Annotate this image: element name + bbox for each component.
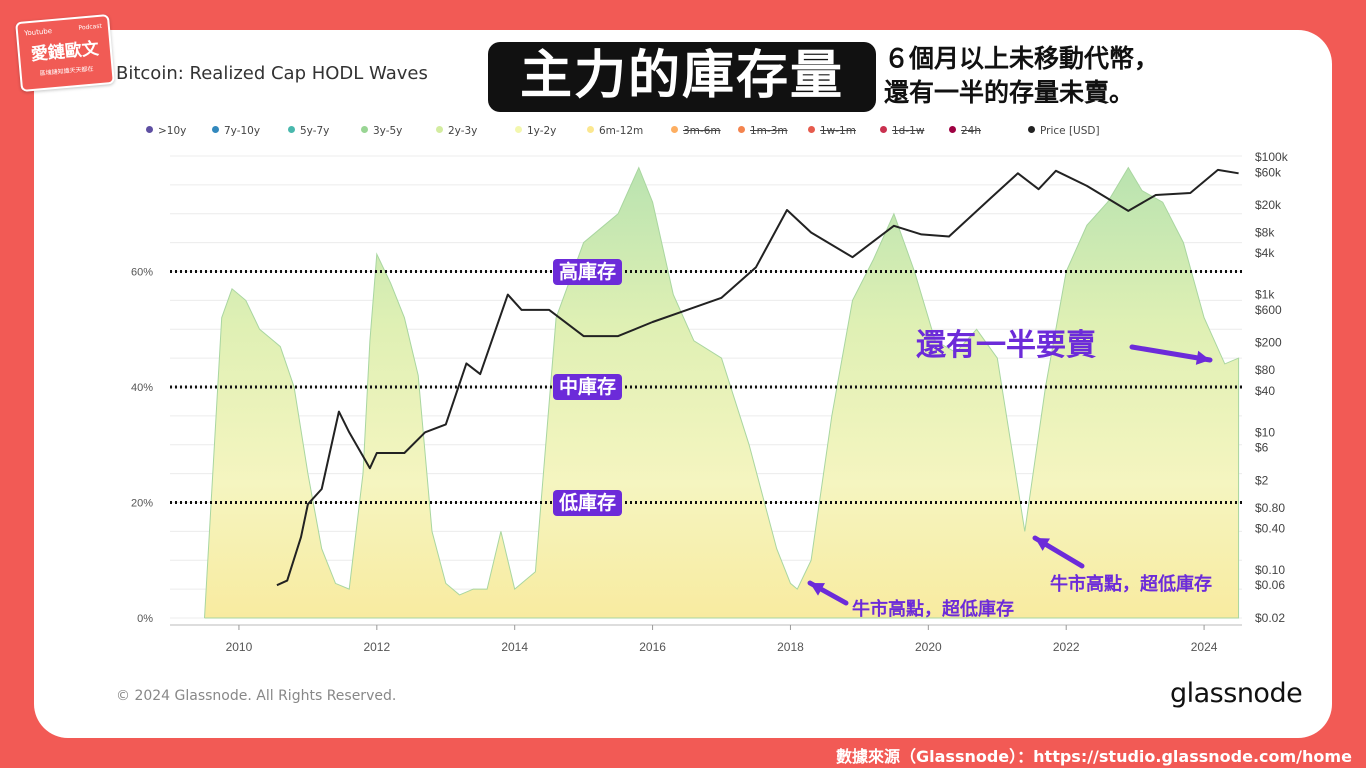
legend-swatch <box>949 126 956 133</box>
annotation-bull-top-2021: 牛市高點，超低庫存 <box>1050 574 1212 595</box>
legend-swatch <box>587 126 594 133</box>
y-left-tick-label: 20% <box>131 498 153 510</box>
legend-swatch <box>146 126 153 133</box>
subtitle-line-1: ６個月以上未移動代幣， <box>884 44 1160 73</box>
legend-swatch <box>1028 126 1035 133</box>
y-right-tick-label: $2 <box>1255 473 1269 487</box>
y-right-tick-label: $0.10 <box>1255 563 1285 577</box>
y-right-tick-label: $200 <box>1255 336 1282 350</box>
x-tick-label: 2010 <box>226 640 253 654</box>
legend-label: 1w-1m <box>820 125 856 137</box>
x-tick-label: 2014 <box>501 640 528 654</box>
legend-label: 3m-6m <box>683 125 721 137</box>
legend-label: 2y-3y <box>448 125 478 137</box>
legend-item[interactable]: 7y-10y <box>212 125 260 137</box>
legend-label: 1d-1w <box>892 125 925 137</box>
legend-swatch <box>515 126 522 133</box>
x-tick-label: 2022 <box>1053 640 1080 654</box>
legend-label: 6m-12m <box>599 125 644 137</box>
y-right-tick-label: $100k <box>1255 150 1289 164</box>
legend-item[interactable]: 1w-1m <box>808 125 856 137</box>
glassnode-logo: glassnode <box>1170 678 1303 709</box>
legend-item[interactable]: 24h <box>949 125 981 137</box>
legend-label: Price [USD] <box>1040 125 1100 137</box>
banner-title: 主力的庫存量 <box>488 42 876 112</box>
y-right-tick-label: $60k <box>1255 165 1282 179</box>
y-right-tick-label: $80 <box>1255 363 1275 377</box>
legend-swatch <box>738 126 745 133</box>
y-right-tick-label: $1k <box>1255 288 1275 302</box>
annotation-half-to-sell: 還有一半要賣 <box>916 328 1096 363</box>
y-right-tick-label: $10 <box>1255 425 1275 439</box>
x-tick-label: 2012 <box>363 640 390 654</box>
copyright: © 2024 Glassnode. All Rights Reserved. <box>116 688 397 704</box>
level-label: 高庫存 <box>553 258 623 285</box>
y-right-tick-label: $0.02 <box>1255 611 1285 625</box>
x-tick-label: 2018 <box>777 640 804 654</box>
x-tick-label: 2020 <box>915 640 942 654</box>
legend-item[interactable]: Price [USD] <box>1028 125 1100 137</box>
y-left-tick-label: 0% <box>137 613 153 625</box>
level-label: 中庫存 <box>553 374 623 400</box>
y-right-tick-label: $0.40 <box>1255 521 1285 535</box>
legend-label: >10y <box>158 125 187 137</box>
annotation-arrow-2021-head <box>1035 538 1050 551</box>
legend-item[interactable]: 1m-3m <box>738 125 788 137</box>
legend-swatch <box>212 126 219 133</box>
legend-swatch <box>880 126 887 133</box>
legend-item[interactable]: 1y-2y <box>515 125 556 137</box>
annotation-arrow-half-head <box>1195 350 1210 365</box>
source-credit: 數據來源（Glassnode）：https://studio.glassnode… <box>836 747 1352 766</box>
legend-label: 3y-5y <box>373 125 403 137</box>
y-right-tick-label: $0.06 <box>1255 578 1285 592</box>
legend-item[interactable]: 3m-6m <box>671 125 721 137</box>
y-right-tick-label: $0.80 <box>1255 501 1285 515</box>
banner-subtitle: ６個月以上未移動代幣， 還有一半的存量未賣。 <box>884 42 1159 110</box>
legend-swatch <box>808 126 815 133</box>
legend-swatch <box>671 126 678 133</box>
legend-swatch <box>436 126 443 133</box>
annotation-arrow-half <box>1129 344 1213 363</box>
legend-item[interactable]: 6m-12m <box>587 125 643 137</box>
y-left-tick-label: 60% <box>131 267 153 279</box>
y-right-tick-label: $4k <box>1255 246 1275 260</box>
subtitle-line-2: 還有一半的存量未賣。 <box>884 78 1135 107</box>
chart-title: Bitcoin: Realized Cap HODL Waves <box>116 63 428 84</box>
legend-item[interactable]: 2y-3y <box>436 125 477 137</box>
y-left-tick-label: 40% <box>131 382 153 394</box>
y-right-tick-label: $40 <box>1255 384 1275 398</box>
legend-label: 7y-10y <box>224 125 261 137</box>
legend-label: 1y-2y <box>527 125 557 137</box>
level-label: 低庫存 <box>553 489 623 516</box>
hodl-6m-plus-area <box>204 166 1240 619</box>
y-right-tick-label: $8k <box>1255 225 1275 239</box>
y-right-tick-label: $20k <box>1255 198 1282 212</box>
x-tick-label: 2016 <box>639 640 666 654</box>
y-right-tick-label: $6 <box>1255 441 1269 455</box>
legend-label: 1m-3m <box>750 125 788 137</box>
legend-item[interactable]: >10y <box>146 125 186 137</box>
y-right-tick-label: $600 <box>1255 303 1282 317</box>
annotation-bull-top-2018: 牛市高點，超低庫存 <box>852 599 1014 620</box>
legend-item[interactable]: 3y-5y <box>361 125 402 137</box>
legend-swatch <box>361 126 368 133</box>
annotation-arrow-2018-head <box>810 583 825 596</box>
legend-item[interactable]: 1d-1w <box>880 125 924 137</box>
legend-label: 24h <box>961 125 982 137</box>
x-tick-label: 2024 <box>1191 640 1218 654</box>
legend-swatch <box>288 126 295 133</box>
legend-item[interactable]: 5y-7y <box>288 125 329 137</box>
legend-label: 5y-7y <box>300 125 330 137</box>
price-line <box>276 168 1239 587</box>
